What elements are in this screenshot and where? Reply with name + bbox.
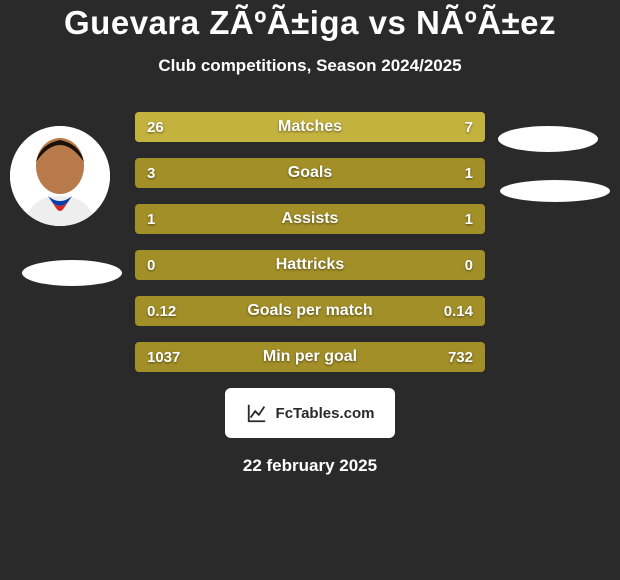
stat-value-left: 26	[135, 119, 199, 136]
stat-row: 1037Min per goal732	[135, 342, 485, 372]
stat-label: Goals	[199, 164, 421, 182]
stat-row: 3Goals1	[135, 158, 485, 188]
brand-label: FcTables.com	[276, 405, 375, 422]
stat-label: Assists	[199, 210, 421, 228]
player-left-avatar	[10, 126, 110, 226]
avatar-icon	[10, 126, 110, 226]
stat-value-left: 1	[135, 211, 199, 228]
stat-row: 26Matches7	[135, 112, 485, 142]
chart-icon	[246, 402, 268, 424]
shadow-pill-right-1	[498, 126, 598, 152]
stat-value-left: 0	[135, 257, 199, 274]
stat-label: Goals per match	[199, 302, 421, 320]
page-title: Guevara ZÃºÃ±iga vs NÃºÃ±ez	[0, 4, 620, 42]
stat-value-right: 1	[421, 211, 485, 228]
stats-grid: 26Matches73Goals11Assists10Hattricks00.1…	[135, 112, 485, 372]
stat-label: Hattricks	[199, 256, 421, 274]
stat-value-left: 0.12	[135, 303, 199, 320]
stat-value-right: 732	[421, 349, 485, 366]
stat-row: 0.12Goals per match0.14	[135, 296, 485, 326]
comparison-card: Guevara ZÃºÃ±iga vs NÃºÃ±ez Club competi…	[0, 0, 620, 580]
stat-row: 0Hattricks0	[135, 250, 485, 280]
stat-label: Matches	[199, 118, 421, 136]
stat-value-left: 3	[135, 165, 199, 182]
shadow-pill-right-2	[500, 180, 610, 202]
stat-value-right: 7	[421, 119, 485, 136]
stat-value-left: 1037	[135, 349, 199, 366]
stat-value-right: 0.14	[421, 303, 485, 320]
brand-badge[interactable]: FcTables.com	[225, 388, 395, 438]
footer-date: 22 february 2025	[0, 456, 620, 476]
stat-row: 1Assists1	[135, 204, 485, 234]
stat-label: Min per goal	[199, 348, 421, 366]
shadow-pill-left	[22, 260, 122, 286]
stat-value-right: 0	[421, 257, 485, 274]
subtitle: Club competitions, Season 2024/2025	[0, 56, 620, 76]
stat-value-right: 1	[421, 165, 485, 182]
